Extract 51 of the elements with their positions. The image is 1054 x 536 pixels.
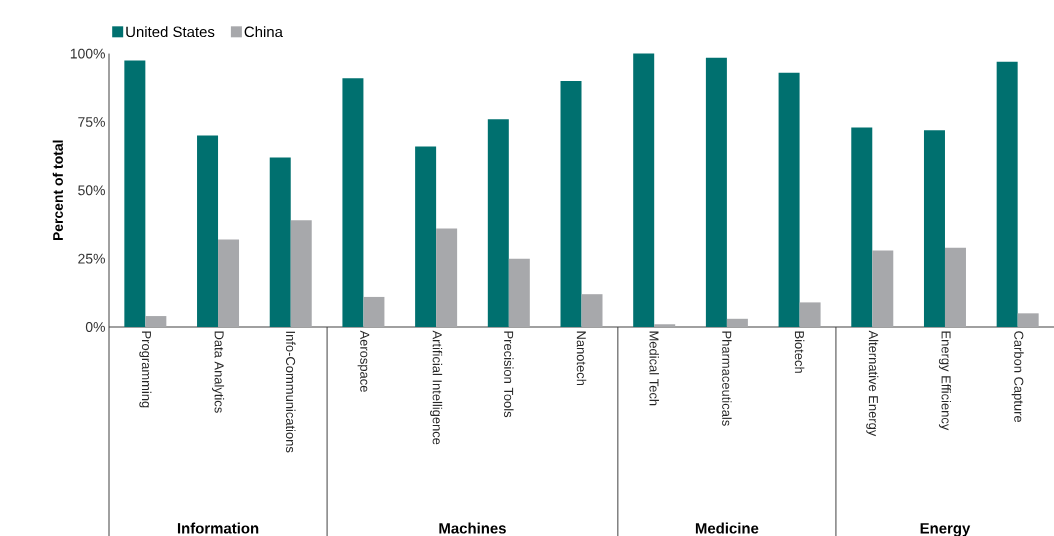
bar	[560, 80, 582, 327]
y-axis-title: Percent of total	[52, 140, 63, 241]
bar	[436, 228, 458, 327]
x-tick-label: Medical Tech	[649, 331, 659, 406]
bar	[342, 78, 364, 327]
x-tick-label: Nanotech	[576, 331, 587, 386]
x-tick-label: Artificial Intelligence	[430, 330, 443, 445]
bar	[269, 157, 291, 327]
y-tick-label: 25%	[78, 253, 105, 264]
x-tick-label: Pharmaceuticals	[722, 331, 732, 426]
y-tick-label: 75%	[78, 117, 105, 127]
bar	[705, 57, 727, 327]
bar	[415, 146, 437, 327]
x-tick-label: Info-Communications	[285, 331, 296, 453]
bar	[145, 316, 167, 327]
text: Machines	[439, 522, 506, 534]
x-tick-label: Biotech	[794, 331, 805, 373]
legend-label: United States	[126, 26, 215, 38]
text: Medicine	[695, 522, 759, 534]
bar	[487, 119, 509, 327]
bar	[633, 53, 655, 327]
y-tick-label: 50%	[78, 185, 105, 196]
bar	[581, 294, 603, 327]
text: Energy	[920, 523, 971, 536]
bar	[726, 318, 748, 327]
x-tick-label: Aerospace	[357, 330, 370, 392]
legend-label: China	[244, 26, 283, 38]
bar	[996, 61, 1018, 327]
x-tick-label: Energy Efficiency	[938, 331, 952, 431]
bar	[799, 302, 821, 327]
x-tick-label: Data Analytics	[212, 331, 225, 413]
bar	[872, 250, 894, 327]
y-tick-label: 0%	[85, 322, 105, 332]
bar	[124, 60, 146, 327]
x-tick-label: Precision Tools	[504, 331, 514, 418]
bar	[508, 258, 530, 327]
bar	[290, 220, 312, 327]
y-tick-label: 100%	[70, 48, 105, 59]
bar	[944, 247, 966, 327]
bar	[197, 135, 219, 327]
bar	[923, 130, 945, 327]
bar	[654, 324, 676, 327]
bar	[851, 127, 873, 327]
bar	[218, 239, 240, 327]
x-tick-label: Alternative Energy	[866, 330, 879, 437]
x-tick-label: Carbon Capture	[1011, 331, 1024, 423]
x-tick-label: Programming	[139, 331, 152, 408]
bar	[778, 72, 800, 327]
text: Information	[177, 522, 259, 534]
bar	[1017, 313, 1039, 327]
bar	[363, 296, 385, 327]
